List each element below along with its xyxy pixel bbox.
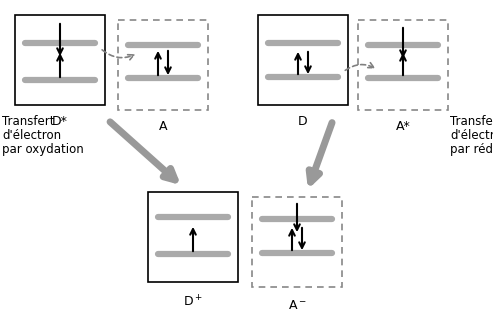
Text: Transfert: Transfert	[2, 115, 55, 128]
Text: Transfert: Transfert	[450, 115, 493, 128]
Text: A*: A*	[395, 120, 410, 133]
Text: D$^+$: D$^+$	[183, 294, 203, 309]
Bar	[358, 20, 448, 110]
Text: d'électron: d'électron	[2, 129, 61, 142]
Text: D*: D*	[52, 115, 68, 128]
Text: par oxydation: par oxydation	[2, 143, 84, 156]
Bar	[258, 15, 348, 105]
Bar	[252, 197, 342, 287]
Text: d'électron: d'électron	[450, 129, 493, 142]
Text: A: A	[159, 120, 167, 133]
Bar	[118, 20, 208, 110]
Text: D: D	[298, 115, 308, 128]
Text: par réduction: par réduction	[450, 143, 493, 156]
Bar	[15, 15, 105, 105]
Text: A$^-$: A$^-$	[287, 299, 306, 312]
Bar	[148, 192, 238, 282]
